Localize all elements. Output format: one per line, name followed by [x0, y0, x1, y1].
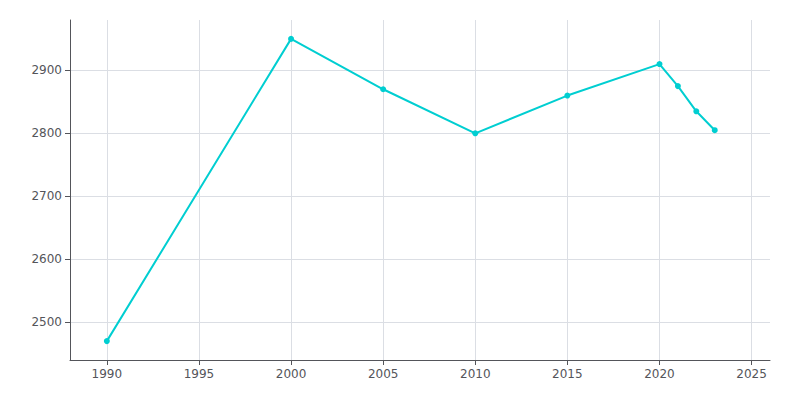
svg-text:2800: 2800	[31, 126, 62, 140]
svg-text:1990: 1990	[92, 367, 123, 381]
svg-text:2000: 2000	[276, 367, 307, 381]
svg-text:2020: 2020	[644, 367, 675, 381]
svg-text:2500: 2500	[31, 315, 62, 329]
svg-text:2900: 2900	[31, 63, 62, 77]
svg-text:2015: 2015	[552, 367, 583, 381]
svg-text:1995: 1995	[184, 367, 215, 381]
svg-text:2600: 2600	[31, 252, 62, 266]
svg-text:2005: 2005	[368, 367, 399, 381]
svg-text:2700: 2700	[31, 189, 62, 203]
svg-text:2025: 2025	[736, 367, 767, 381]
svg-text:2010: 2010	[460, 367, 491, 381]
